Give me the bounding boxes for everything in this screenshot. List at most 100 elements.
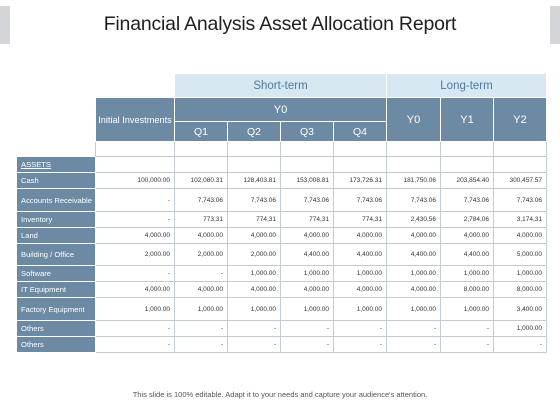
value-cell: 1,000.00 <box>95 297 175 321</box>
table-row: Inventory -773,31 774,31 774,31 774,31 2,430,… <box>16 211 547 228</box>
value-cell: 1,000.00 <box>386 297 441 321</box>
value-cell: 4,000.00 <box>95 281 175 298</box>
quarter-header: Q4 <box>333 121 387 142</box>
long-term-header: Long-term <box>386 73 547 98</box>
row-label: Others <box>16 336 96 353</box>
row-label: Software <box>16 265 96 282</box>
year-header-row: Initial Investments Y0 Y0 Y1 Y2 <box>17 97 547 142</box>
quarter-header-row: Q1 Q2 Q3 Q4 <box>17 121 547 142</box>
value-cell: 173,726.31 <box>333 172 387 189</box>
value-cell: 1,000.00 <box>333 297 387 321</box>
value-cell: 181,750.06 <box>386 172 441 189</box>
empty-cell <box>333 141 387 157</box>
value-cell: 8,000.00 <box>440 281 494 298</box>
footer-note: This slide is 100% editable. Adapt it to… <box>132 390 428 399</box>
table-row: Software - -1,000.00 1,000.00 1,000.00 1,000.… <box>16 265 547 282</box>
empty-cell <box>440 141 494 157</box>
row-label: Others <box>16 320 96 337</box>
value-cell: 774,31 <box>333 211 387 228</box>
value-cell: - <box>280 336 334 353</box>
row-label: Factory Equipment <box>16 297 96 321</box>
value-cell: 4,000.00 <box>386 227 441 244</box>
value-cell: 7,743.06 <box>440 188 494 212</box>
value-cell: - <box>95 211 175 228</box>
empty-cell <box>440 156 494 173</box>
value-cell: - <box>174 265 228 282</box>
value-cell: 300,457.57 <box>493 172 547 189</box>
value-cell: 4,000.00 <box>493 227 547 244</box>
empty-corner <box>17 122 96 142</box>
value-cell: 7,743.06 <box>227 188 281 212</box>
value-cell: - <box>174 320 228 337</box>
value-cell: 4,000.00 <box>440 227 494 244</box>
table-row: Cash 100,000.00 102,080.31 128,403.81 153,00… <box>16 172 547 189</box>
empty-cell <box>174 156 228 173</box>
value-cell: 1,000.00 <box>333 265 387 282</box>
table-row: Others - - - - - - -1,000.00 <box>16 320 547 337</box>
value-cell: - <box>333 336 387 353</box>
value-cell: - <box>386 336 441 353</box>
quarter-header: Q2 <box>227 121 281 142</box>
value-cell: 2,430,56 <box>386 211 441 228</box>
decorative-tab-right <box>550 6 560 44</box>
empty-cell <box>280 156 334 173</box>
value-cell: 4,400.00 <box>386 243 441 266</box>
row-label: Accounts Receivable <box>16 188 96 212</box>
table-row: Accounts Receivable -7,743.06 7,743.06 7,74… <box>16 188 547 212</box>
table-row: Factory Equipment 1,000.00 1,000.00 1,000.0… <box>16 297 547 321</box>
table-row: Building / Office 2,000.00 2,000.00 2,000.0… <box>16 243 547 266</box>
quarter-header: Q1 <box>174 121 228 142</box>
value-cell: 4,000.00 <box>174 227 228 244</box>
value-cell: 1,000.00 <box>386 265 441 282</box>
row-label: Cash <box>16 172 96 189</box>
value-cell: 1,000.00 <box>227 297 281 321</box>
value-cell: 5,000.00 <box>493 243 547 266</box>
short-term-header: Short-term <box>174 73 387 98</box>
initial-investments-header: Initial Investments <box>95 97 175 142</box>
short-term-year-header: Y0 <box>174 97 387 122</box>
empty-cell <box>227 141 281 157</box>
value-cell: 4,000.00 <box>280 281 334 298</box>
empty-cell <box>386 141 441 157</box>
value-cell: 4,000.00 <box>95 227 175 244</box>
empty-cell <box>386 156 441 173</box>
value-cell: 2,000.00 <box>174 243 228 266</box>
value-cell: 128,403.81 <box>227 172 281 189</box>
value-cell: 3,400.00 <box>493 297 547 321</box>
value-cell: 1,000.00 <box>174 297 228 321</box>
value-cell: 203,854.40 <box>440 172 494 189</box>
table-row: IT Equipment 4,000.00 4,000.00 4,000.00 4,00… <box>16 281 547 298</box>
empty-cell <box>493 141 547 157</box>
value-cell: 4,000.00 <box>333 227 387 244</box>
row-label: Building / Office <box>16 243 96 266</box>
value-cell: 7,743.06 <box>386 188 441 212</box>
quarter-header: Q3 <box>280 121 334 142</box>
value-cell: 2,000.00 <box>227 243 281 266</box>
value-cell: 1,000.00 <box>280 265 334 282</box>
value-cell: 1,000.00 <box>227 265 281 282</box>
long-term-year-header: Y0 <box>386 97 441 142</box>
value-cell: - <box>95 188 175 212</box>
empty-cell <box>95 156 175 173</box>
value-cell: 7,743.06 <box>174 188 228 212</box>
assets-header-row: ASSETS <box>16 156 547 173</box>
value-cell: 8,000.00 <box>493 281 547 298</box>
value-cell: 100,000.00 <box>95 172 175 189</box>
value-cell: 7,743.06 <box>493 188 547 212</box>
long-term-year-header: Y2 <box>493 97 547 142</box>
empty-cell <box>174 141 228 157</box>
long-term-year-header: Y1 <box>440 97 494 142</box>
row-label: IT Equipment <box>16 281 96 298</box>
value-cell: 153,008.81 <box>280 172 334 189</box>
value-cell: 4,000.00 <box>280 227 334 244</box>
value-cell: 4,400.00 <box>440 243 494 266</box>
table-row: Others - - - - - - - - <box>16 336 547 353</box>
value-cell: 4,000.00 <box>386 281 441 298</box>
empty-cell <box>280 141 334 157</box>
value-cell: - <box>386 320 441 337</box>
page-title: Financial Analysis Asset Allocation Repo… <box>103 13 457 35</box>
assets-section-label: ASSETS <box>16 156 96 173</box>
value-cell: 7,743.06 <box>280 188 334 212</box>
value-cell: 4,400.00 <box>333 243 387 266</box>
empty-cell <box>333 156 387 173</box>
